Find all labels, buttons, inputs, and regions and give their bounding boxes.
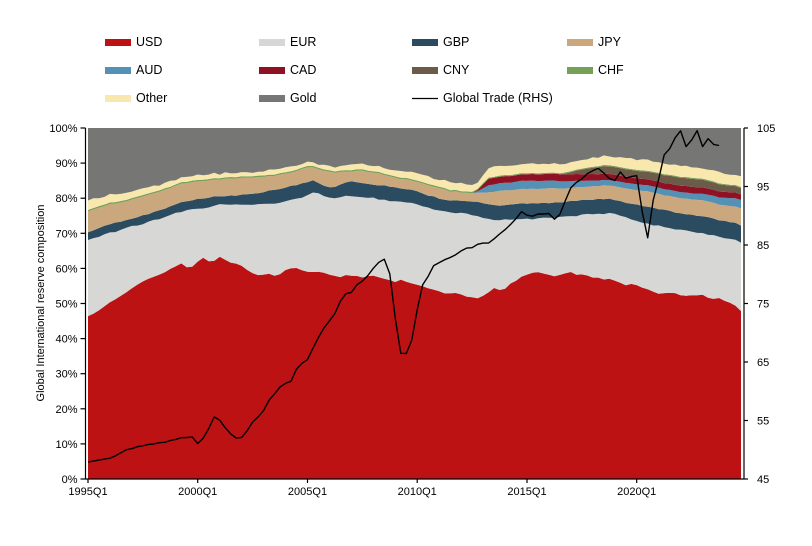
- svg-text:80%: 80%: [55, 193, 77, 205]
- svg-text:CNY: CNY: [443, 63, 470, 77]
- svg-text:GBP: GBP: [443, 35, 469, 49]
- svg-text:95: 95: [757, 182, 769, 194]
- svg-text:Global Trade (RHS): Global Trade (RHS): [443, 91, 553, 105]
- svg-text:50%: 50%: [55, 299, 77, 311]
- svg-text:60%: 60%: [55, 263, 77, 275]
- svg-text:105: 105: [757, 123, 775, 135]
- svg-text:AUD: AUD: [136, 63, 162, 77]
- svg-text:10%: 10%: [55, 439, 77, 451]
- svg-text:90%: 90%: [55, 158, 77, 170]
- svg-text:CAD: CAD: [290, 63, 316, 77]
- svg-text:EUR: EUR: [290, 35, 316, 49]
- svg-text:2005Q1: 2005Q1: [288, 486, 327, 498]
- svg-text:1995Q1: 1995Q1: [68, 486, 107, 498]
- svg-text:2010Q1: 2010Q1: [398, 486, 437, 498]
- svg-text:100%: 100%: [49, 123, 77, 135]
- svg-text:30%: 30%: [55, 369, 77, 381]
- svg-text:65: 65: [757, 357, 769, 369]
- svg-text:Global International reserve c: Global International reserve composition: [35, 205, 47, 402]
- svg-text:70%: 70%: [55, 228, 77, 240]
- svg-text:75: 75: [757, 299, 769, 311]
- svg-text:2000Q1: 2000Q1: [178, 486, 217, 498]
- svg-text:2015Q1: 2015Q1: [507, 486, 546, 498]
- svg-text:Other: Other: [136, 91, 167, 105]
- svg-text:20%: 20%: [55, 404, 77, 416]
- svg-text:JPY: JPY: [598, 35, 622, 49]
- svg-text:Gold: Gold: [290, 91, 316, 105]
- svg-text:85: 85: [757, 240, 769, 252]
- svg-text:40%: 40%: [55, 334, 77, 346]
- svg-text:USD: USD: [136, 35, 162, 49]
- svg-text:2020Q1: 2020Q1: [617, 486, 656, 498]
- svg-text:0%: 0%: [62, 474, 78, 486]
- svg-text:CHF: CHF: [598, 63, 624, 77]
- svg-text:45: 45: [757, 474, 769, 486]
- svg-text:55: 55: [757, 416, 769, 428]
